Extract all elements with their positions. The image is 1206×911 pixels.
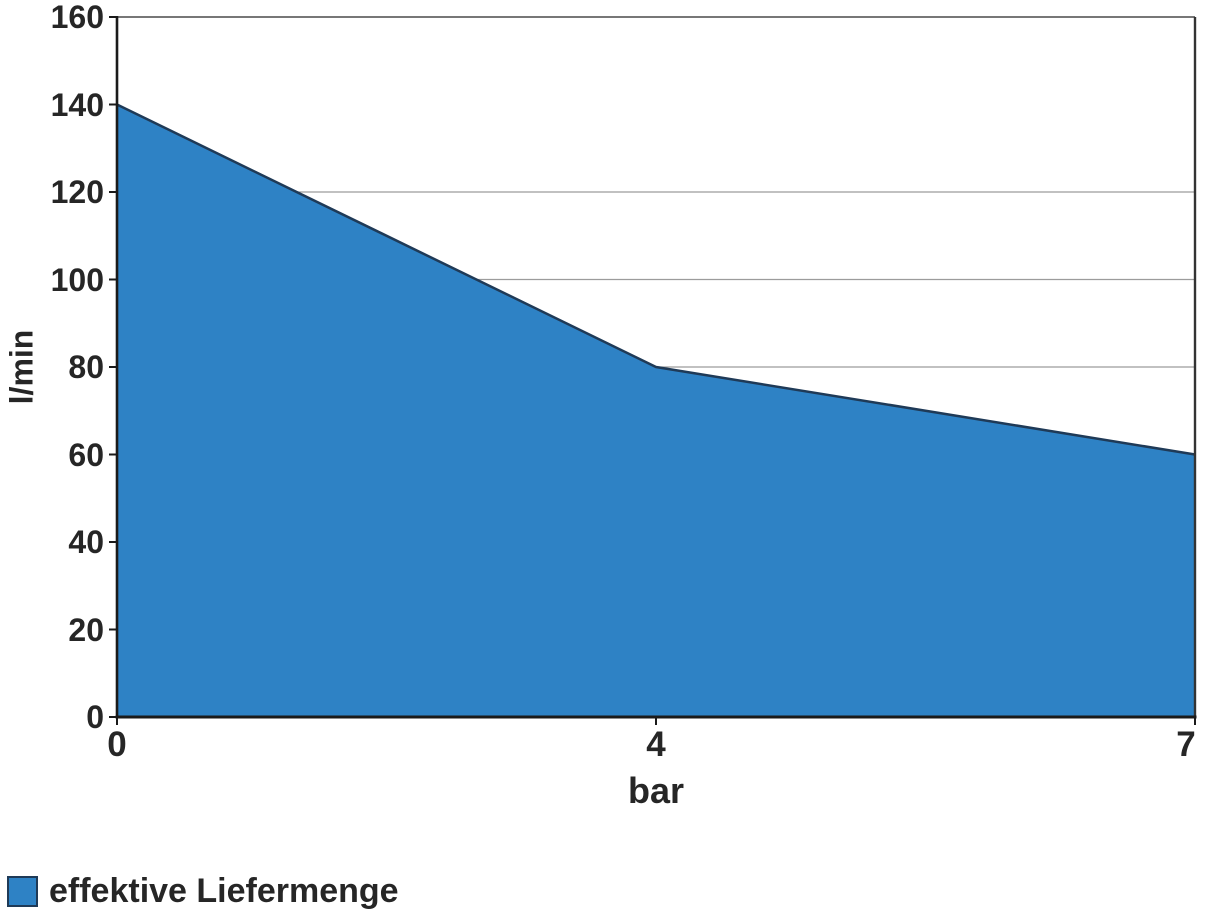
area-series: [117, 104, 1195, 717]
y-axis-title: l/min: [3, 329, 40, 405]
y-tick-label-80: 80: [68, 349, 104, 385]
x-axis-title: bar: [627, 770, 685, 811]
y-tick-label-0: 0: [86, 699, 104, 735]
x-tick-label-4: 4: [646, 725, 666, 764]
series-line: [116, 103, 1196, 456]
y-tick-label-40: 40: [68, 524, 104, 560]
x-tick-label-7: 7: [1176, 725, 1196, 764]
legend: effektive Liefermenge: [7, 874, 399, 908]
y-tick-label-140: 140: [50, 86, 104, 123]
y-tick-label-20: 20: [68, 611, 104, 648]
x-tick-label-0: 0: [107, 725, 127, 764]
y-tick-label-100: 100: [50, 261, 104, 298]
y-tick-label-60: 60: [68, 436, 104, 473]
y-tick-label-120: 120: [50, 174, 104, 210]
legend-swatch-icon: [7, 875, 38, 907]
legend-label: effektive Liefermenge: [49, 872, 399, 910]
y-tick-label-160: 160: [50, 0, 104, 35]
